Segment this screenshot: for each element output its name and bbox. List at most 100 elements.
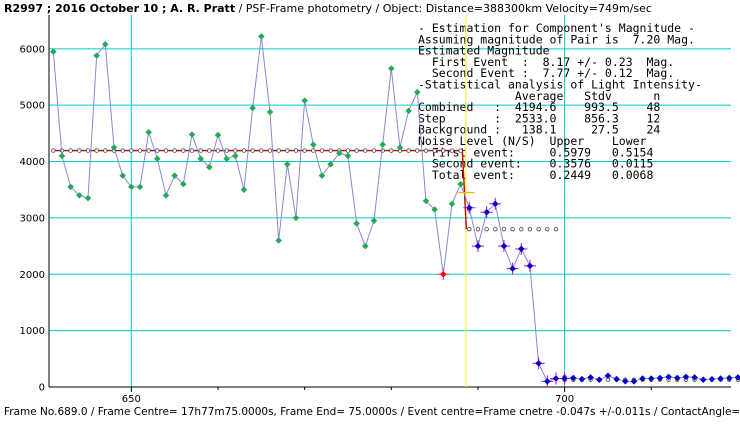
model-point (423, 148, 429, 153)
model-point (527, 226, 533, 232)
observed-point (405, 107, 412, 115)
observed-point (327, 161, 334, 168)
observed-point (171, 172, 179, 179)
stats-line-11: First event: 0.5979 0.5154 (418, 145, 653, 159)
model-point (467, 226, 472, 232)
model-point (68, 148, 73, 153)
model-point (475, 226, 481, 232)
observed-point (223, 155, 231, 163)
observed-point (309, 141, 317, 148)
y-tick-label-4000: 4000 (20, 157, 45, 168)
stats-line-13: Total event: 0.2449 0.0068 (418, 168, 653, 182)
model-point (415, 148, 420, 153)
report-subtitle: / PSF-Frame photometry / Object: Distanc… (235, 2, 652, 15)
model-point (137, 148, 143, 153)
model-point (449, 148, 455, 153)
observed-point (119, 172, 127, 179)
observed-point (283, 161, 291, 168)
model-point (259, 148, 264, 153)
stats-line-2: Estimated Magnitude (418, 44, 550, 58)
observed-point (361, 242, 369, 250)
observed-point (396, 144, 404, 151)
y-tick-label-5000: 5000 (20, 101, 45, 112)
model-point (51, 148, 56, 153)
model-point (510, 226, 515, 232)
observed-point (422, 197, 430, 205)
observed-point (214, 131, 222, 139)
model-point (501, 226, 507, 232)
model-point (207, 148, 212, 153)
model-point (354, 148, 359, 153)
model-point (484, 226, 489, 232)
model-point (172, 148, 177, 153)
observed-point (595, 376, 603, 384)
observed-point (474, 242, 482, 250)
observed-point (630, 378, 638, 385)
observed-point (145, 128, 153, 136)
model-point (319, 148, 325, 153)
observed-point (197, 155, 205, 163)
observed-point (266, 108, 274, 116)
observed-point (67, 183, 75, 191)
model-point (545, 226, 550, 232)
observed-point (101, 40, 109, 48)
y-tick-label-3000: 3000 (20, 213, 45, 224)
model-point (536, 226, 541, 232)
observed-point (439, 270, 447, 278)
stats-line-10: Noise Level (N/S) Upper Lower (418, 134, 647, 148)
observed-point (93, 52, 101, 59)
x-tick-label-700: 700 (555, 394, 574, 405)
observed-point (257, 33, 265, 40)
observed-point (552, 375, 560, 382)
observed-point (58, 152, 66, 160)
observed-point (301, 97, 308, 105)
observed-point (587, 374, 594, 381)
observed-point (509, 265, 516, 272)
model-point (189, 148, 195, 153)
model-point (103, 148, 108, 153)
stats-line-1: Assuming magnitude of Pair is 7.20 Mag. (418, 32, 695, 46)
model-point (389, 148, 394, 153)
model-point (120, 148, 125, 153)
observed-point (84, 194, 92, 202)
model-point (215, 148, 221, 153)
observed-point (639, 375, 646, 382)
observed-point (127, 183, 135, 191)
model-point (493, 226, 498, 232)
observed-point (725, 374, 733, 382)
report-id: R2997 (4, 2, 44, 15)
model-point (276, 148, 281, 153)
observed-point (387, 65, 395, 72)
observed-point (561, 375, 568, 382)
observed-point (500, 242, 508, 250)
model-point (345, 148, 351, 153)
observed-point (49, 48, 57, 55)
observed-point (647, 375, 655, 382)
report-date-observer: ; 2016 October 10 ; A. R. Pratt (43, 2, 236, 15)
observed-point (465, 204, 473, 212)
observed-point (275, 237, 282, 244)
stats-line-12: Second event: 0.3576 0.0115 (418, 157, 653, 171)
model-point (181, 148, 186, 153)
observed-point (136, 183, 144, 191)
observed-point (543, 378, 551, 385)
observed-point (318, 172, 326, 179)
observed-point (708, 375, 716, 383)
observed-point (249, 104, 257, 112)
frame-info-footer: Frame No.689.0 / Frame Centre= 17h77m75.… (4, 406, 740, 418)
model-point (406, 148, 411, 153)
observed-point (292, 214, 300, 222)
observed-point (699, 376, 707, 384)
model-line-upper (53, 149, 468, 230)
model-point (328, 148, 333, 153)
model-point (293, 148, 299, 153)
chart-header: R2997 ; 2016 October 10 ; A. R. Pratt / … (4, 2, 738, 15)
observed-point (569, 374, 577, 382)
stats-line-4: Second Event : 7.77 +/- 0.12 Mag. (418, 66, 674, 80)
observed-point (370, 217, 378, 225)
observed-point (110, 144, 118, 151)
stats-line-5: -Statistical analysis of Light Intensity… (418, 78, 702, 92)
model-point (77, 148, 82, 153)
observed-point (621, 378, 629, 385)
model-point (198, 148, 203, 153)
